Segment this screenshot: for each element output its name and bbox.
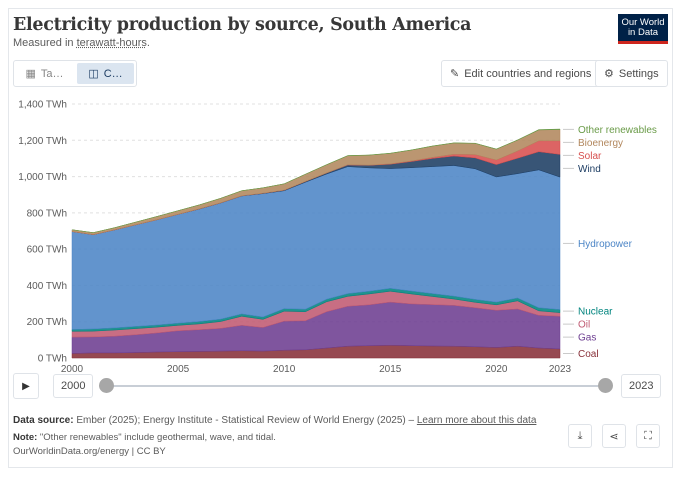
y-tick-label: 600 TWh: [27, 245, 67, 256]
legend-label-wind: Wind: [578, 164, 601, 175]
y-tick-label: 1,400 TWh: [18, 100, 67, 111]
legend-label-hydropower: Hydropower: [578, 239, 633, 250]
page-title: Electricity production by source, South …: [13, 15, 472, 35]
legend-label-solar: Solar: [578, 151, 602, 162]
y-tick-label: 0 TWh: [38, 354, 67, 365]
play-icon: ▶: [22, 380, 30, 392]
fullscreen-icon: ⛶: [644, 429, 652, 442]
timeline-start-handle[interactable]: [99, 378, 114, 393]
page-subtitle: Measured in terawatt-hours.: [13, 37, 150, 49]
note-text: "Other renewables" include geothermal, w…: [37, 432, 276, 443]
share-icon: ⋖: [609, 430, 619, 443]
legend-label-gas: Gas: [578, 333, 596, 344]
play-button[interactable]: ▶: [13, 373, 39, 399]
source-label: Data source:: [13, 415, 74, 426]
tab-table-label: Ta…: [40, 67, 64, 80]
timeline-start-year[interactable]: 2000: [53, 374, 94, 398]
timeline-end-handle[interactable]: [598, 378, 613, 393]
timeline-end-year[interactable]: 2023: [621, 374, 662, 398]
data-source: Data source: Ember (2025); Energy Instit…: [13, 415, 536, 426]
tab-chart-label: C…: [103, 67, 123, 80]
y-tick-label: 200 TWh: [27, 317, 67, 328]
x-tick-label: 2010: [273, 364, 296, 375]
pencil-icon: ✎: [450, 68, 460, 80]
y-tick-label: 400 TWh: [27, 281, 67, 292]
edit-countries-button[interactable]: ✎ Edit countries and regions: [441, 60, 601, 87]
view-tabs: ▦ Ta… ◫ C…: [13, 60, 137, 87]
download-icon: ⤓: [577, 429, 583, 442]
y-tick-label: 1,000 TWh: [18, 172, 67, 183]
x-tick-label: 2023: [549, 364, 572, 375]
timeline: ▶ 2000 2023: [13, 373, 662, 399]
x-tick-label: 2000: [61, 364, 84, 375]
fullscreen-button[interactable]: ⛶: [636, 424, 660, 448]
legend-label-coal: Coal: [578, 349, 599, 360]
learn-more-link[interactable]: Learn more about this data: [416, 415, 537, 426]
owid-logo[interactable]: Our World in Data: [618, 14, 668, 44]
share-button[interactable]: ⋖: [602, 424, 626, 448]
source-text: Ember (2025); Energy Institute - Statist…: [73, 415, 417, 426]
tab-table[interactable]: ▦ Ta…: [16, 63, 73, 84]
x-tick-label: 2020: [485, 364, 508, 375]
timeline-track[interactable]: [111, 385, 598, 387]
settings-label: Settings: [618, 67, 659, 80]
logo-line2: in Data: [627, 27, 659, 38]
legend-label-oil: Oil: [578, 320, 590, 331]
legend-label-other-renewables: Other renewables: [578, 125, 657, 136]
y-tick-label: 800 TWh: [27, 208, 67, 219]
edit-countries-label: Edit countries and regions: [464, 67, 592, 80]
download-button[interactable]: ⤓: [568, 424, 592, 448]
subtitle-prefix: Measured in: [13, 37, 77, 49]
unit-link[interactable]: terawatt-hours: [76, 37, 147, 49]
area-other-renewables: [71, 128, 561, 233]
chart-icon: ◫: [88, 68, 99, 80]
x-tick-label: 2005: [167, 364, 190, 375]
subtitle-suffix: .: [146, 37, 150, 49]
gear-icon: ⚙: [604, 68, 614, 80]
y-tick-label: 1,200 TWh: [18, 136, 67, 147]
note-label: Note:: [13, 432, 38, 443]
table-icon: ▦: [25, 68, 36, 80]
note: Note: "Other renewables" include geother…: [13, 432, 276, 443]
legend-label-bioenergy: Bioenergy: [578, 138, 623, 149]
license[interactable]: OurWorldinData.org/energy | CC BY: [13, 446, 166, 457]
tab-chart[interactable]: ◫ C…: [77, 63, 134, 84]
logo-line1: Our World: [621, 17, 665, 28]
settings-button[interactable]: ⚙ Settings: [595, 60, 668, 87]
x-tick-label: 2015: [379, 364, 402, 375]
legend-label-nuclear: Nuclear: [578, 307, 613, 318]
